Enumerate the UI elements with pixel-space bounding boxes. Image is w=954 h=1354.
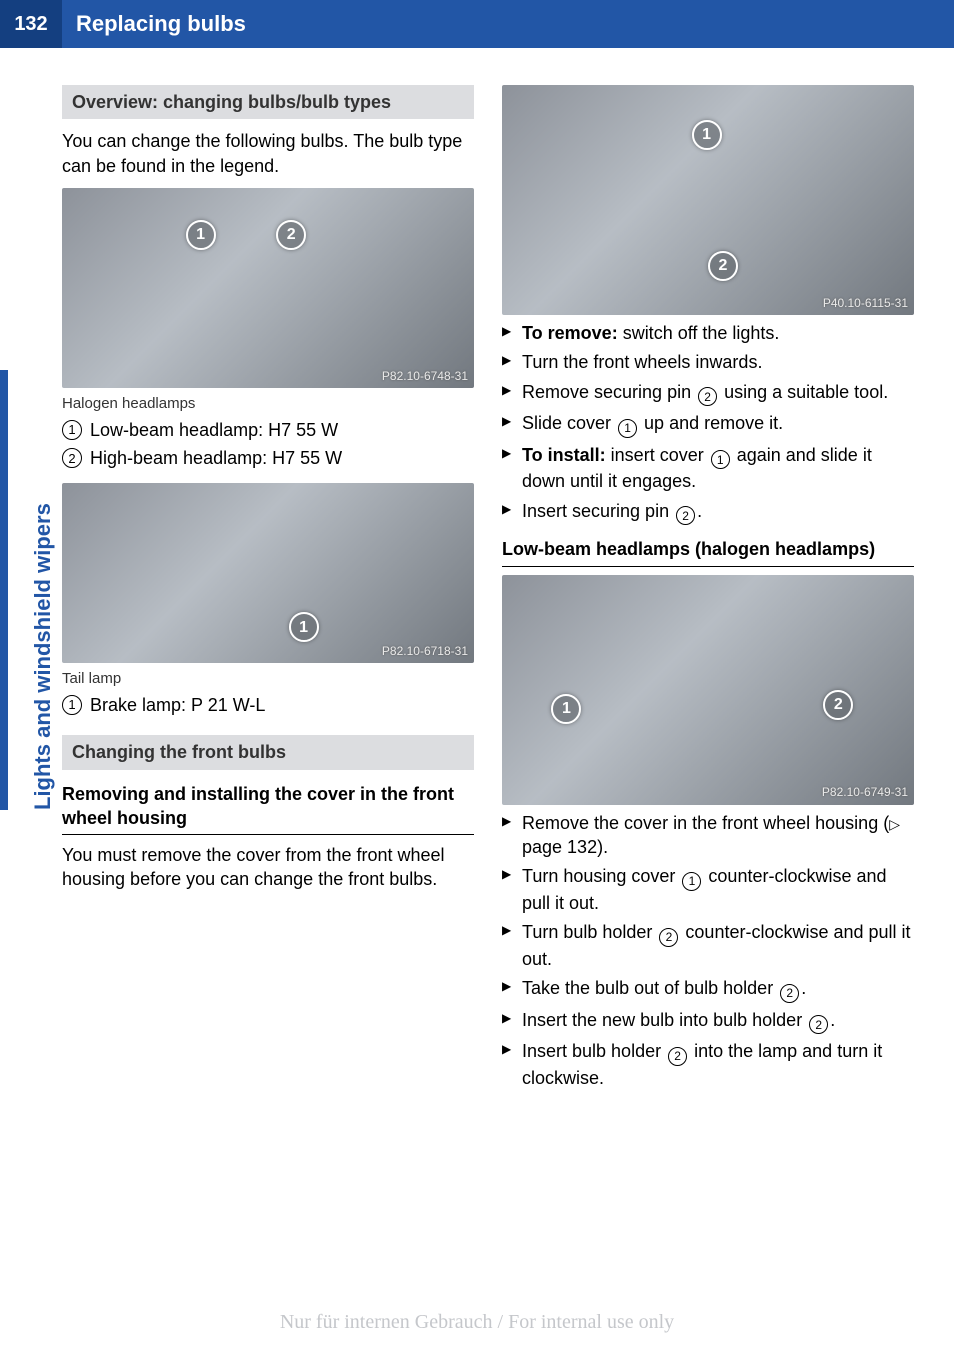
step-text: Slide cover (522, 413, 616, 433)
legend-marker: 1 (62, 420, 82, 440)
subheading-lowbeam: Low-beam headlamps (halogen headlamps) (502, 537, 914, 566)
inline-marker: 2 (676, 506, 695, 525)
inline-marker: 1 (618, 419, 637, 438)
legend-list-headlamps: 1 Low-beam headlamp: H7 55 W 2 High-beam h… (62, 418, 474, 471)
step-text: Turn the front wheels inwards. (522, 352, 762, 372)
step-item: Remove the cover in the front wheel hous… (502, 811, 914, 860)
figure-halogen-headlamps: 1 2 P82.10-6748-31 (62, 188, 474, 388)
inline-marker: 2 (809, 1015, 828, 1034)
side-tab-label: Lights and windshield wipers (28, 370, 58, 810)
figure-wheel-housing: 1 2 P40.10-6115-31 (502, 85, 914, 315)
subheading-cover: Removing and installing the cover in the… (62, 782, 474, 836)
step-item: Insert the new bulb into bulb holder 2. (502, 1008, 914, 1035)
overview-intro-text: You can change the following bulbs. The … (62, 129, 474, 178)
step-text: Insert the new bulb into bulb holder (522, 1010, 807, 1030)
step-text: insert cover (606, 445, 709, 465)
step-item: Insert bulb holder 2 into the lamp and t… (502, 1039, 914, 1090)
legend-text: Low-beam headlamp: H7 55 W (90, 418, 338, 442)
step-text: . (801, 978, 806, 998)
legend-list-taillamp: 1 Brake lamp: P 21 W-L (62, 693, 474, 717)
right-column: 1 2 P40.10-6115-31 To remove: switch off… (502, 85, 914, 1095)
inline-marker: 2 (668, 1047, 687, 1066)
figure-label: P40.10-6115-31 (823, 295, 908, 311)
step-text: Take the bulb out of bulb holder (522, 978, 778, 998)
figure-caption: Tail lamp (62, 669, 474, 689)
side-tab-strip (0, 370, 8, 810)
step-text: page 132). (522, 837, 608, 857)
step-text: Remove securing pin (522, 382, 696, 402)
step-text: . (830, 1010, 835, 1030)
legend-text: Brake lamp: P 21 W-L (90, 693, 265, 717)
side-tab: Lights and windshield wipers (0, 370, 30, 810)
figure-lowbeam-housing: 1 2 P82.10-6749-31 (502, 575, 914, 805)
inline-marker: 2 (780, 984, 799, 1003)
callout-1: 1 (692, 120, 722, 150)
step-text: switch off the lights. (618, 323, 780, 343)
legend-item: 1 Low-beam headlamp: H7 55 W (62, 418, 474, 442)
figure-label: P82.10-6718-31 (382, 643, 468, 659)
legend-marker: 1 (62, 695, 82, 715)
step-item: Turn housing cover 1 counter-clockwise a… (502, 864, 914, 915)
step-item: Slide cover 1 up and remove it. (502, 411, 914, 438)
step-text: Turn housing cover (522, 866, 680, 886)
step-text: Turn bulb holder (522, 922, 657, 942)
cover-intro-text: You must remove the cover from the front… (62, 843, 474, 892)
callout-2: 2 (823, 690, 853, 720)
legend-item: 2 High-beam headlamp: H7 55 W (62, 446, 474, 470)
figure-label: P82.10-6748-31 (382, 368, 468, 384)
step-item: Turn bulb holder 2 counter-clockwise and… (502, 920, 914, 971)
figure-label: P82.10-6749-31 (822, 784, 908, 800)
inline-marker: 2 (659, 928, 678, 947)
step-item: To install: insert cover 1 again and sli… (502, 443, 914, 494)
step-text: Insert bulb holder (522, 1041, 666, 1061)
footer-watermark: Nur für internen Gebrauch / For internal… (0, 1309, 954, 1336)
page-title: Replacing bulbs (62, 9, 246, 39)
legend-text: High-beam headlamp: H7 55 W (90, 446, 342, 470)
step-bold: To remove: (522, 323, 618, 343)
step-text: Insert securing pin (522, 501, 674, 521)
left-column: Overview: changing bulbs/bulb types You … (62, 85, 474, 1095)
page-number: 132 (0, 0, 62, 48)
step-item: Take the bulb out of bulb holder 2. (502, 976, 914, 1003)
callout-1: 1 (551, 694, 581, 724)
step-text: . (697, 501, 702, 521)
callout-2: 2 (708, 251, 738, 281)
step-item: Insert securing pin 2. (502, 499, 914, 526)
callout-1: 1 (289, 612, 319, 642)
page-header: 132 Replacing bulbs (0, 0, 954, 48)
step-bold: To install: (522, 445, 606, 465)
section-bar-overview: Overview: changing bulbs/bulb types (62, 85, 474, 119)
callout-1: 1 (186, 220, 216, 250)
step-text: using a suitable tool. (719, 382, 888, 402)
legend-item: 1 Brake lamp: P 21 W-L (62, 693, 474, 717)
steps-remove-install: To remove: switch off the lights. Turn t… (502, 321, 914, 525)
legend-marker: 2 (62, 448, 82, 468)
callout-2: 2 (276, 220, 306, 250)
step-text: up and remove it. (639, 413, 783, 433)
section-bar-front-bulbs: Changing the front bulbs (62, 735, 474, 769)
figure-tail-lamp: 1 P82.10-6718-31 (62, 483, 474, 663)
page-ref-icon: ▷ (889, 815, 900, 834)
step-item: Remove securing pin 2 using a suitable t… (502, 380, 914, 407)
step-item: To remove: switch off the lights. (502, 321, 914, 345)
steps-lowbeam: Remove the cover in the front wheel hous… (502, 811, 914, 1090)
content-area: Overview: changing bulbs/bulb types You … (62, 85, 914, 1095)
inline-marker: 2 (698, 387, 717, 406)
figure-caption: Halogen headlamps (62, 394, 474, 414)
inline-marker: 1 (711, 450, 730, 469)
inline-marker: 1 (682, 872, 701, 891)
step-text: Remove the cover in the front wheel hous… (522, 813, 889, 833)
step-item: Turn the front wheels inwards. (502, 350, 914, 374)
